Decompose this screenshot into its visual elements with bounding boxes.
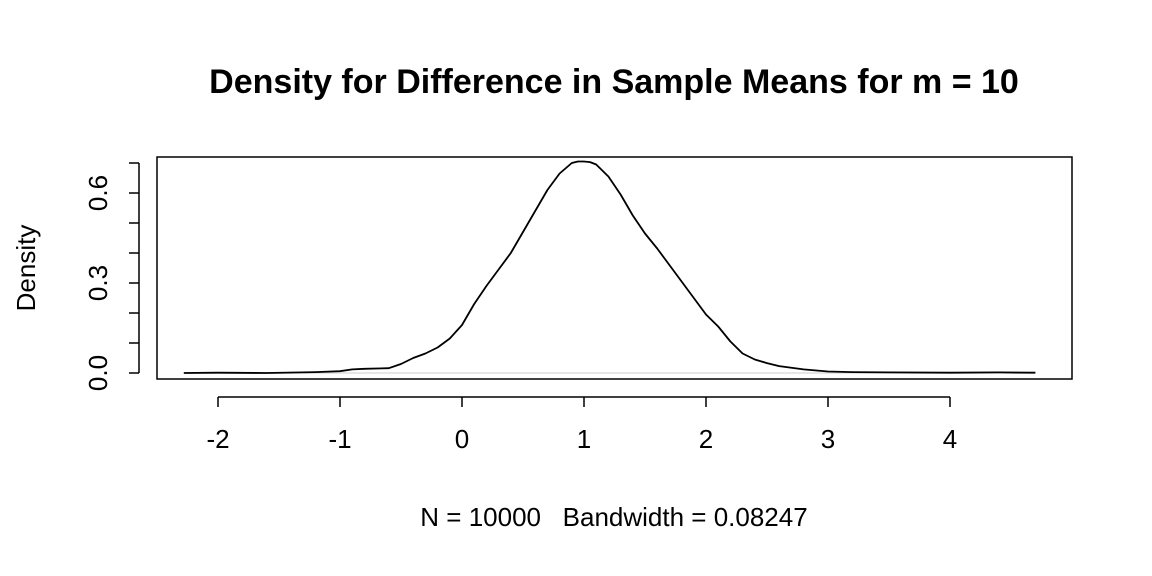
chart-title: Density for Difference in Sample Means f…: [209, 63, 1019, 101]
y-axis-label: Density: [11, 225, 41, 312]
y-tick-label: 0.3: [83, 265, 113, 301]
y-axis: 0.0 0.3 0.6: [83, 162, 140, 391]
x-tick-label: 1: [577, 424, 591, 454]
x-tick-label: 3: [821, 424, 835, 454]
x-tick-label: -2: [206, 424, 229, 454]
plot-box: [156, 156, 1073, 380]
x-tick-label: 0: [455, 424, 469, 454]
x-tick-label: 4: [943, 424, 957, 454]
x-tick-label: -1: [328, 424, 351, 454]
y-tick-label: 0.6: [83, 175, 113, 211]
x-axis-label: N = 10000 Bandwidth = 0.08247: [420, 502, 807, 532]
density-line: [183, 160, 1036, 374]
x-axis: -2 -1 0 1 2 3 4: [206, 396, 957, 454]
x-tick-label: 2: [699, 424, 713, 454]
y-tick-label: 0.0: [83, 355, 113, 391]
